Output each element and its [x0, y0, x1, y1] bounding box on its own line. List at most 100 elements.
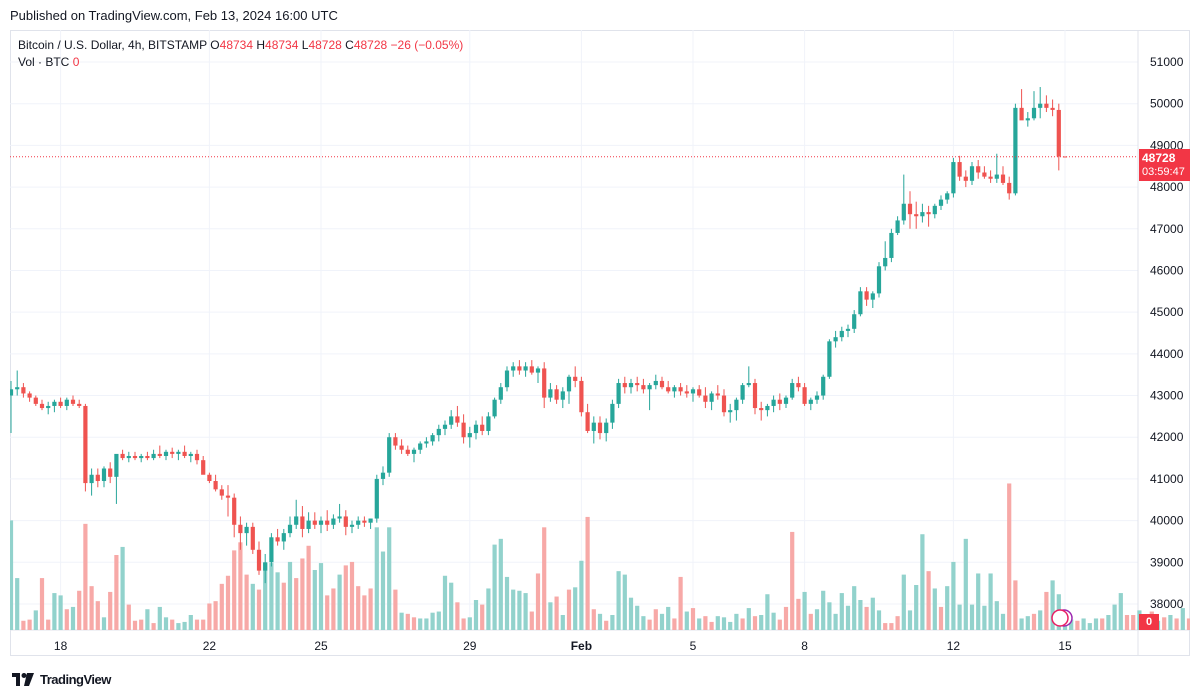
- candle-body: [157, 453, 162, 456]
- event-flag-icon: [1051, 609, 1069, 627]
- candle-body: [374, 478, 379, 519]
- candle-body: [1031, 107, 1037, 119]
- candle-body: [554, 389, 559, 400]
- candle-body: [473, 424, 479, 434]
- candle-body: [622, 383, 627, 388]
- candle-body: [46, 405, 51, 409]
- x-tick-label: 12: [947, 639, 961, 653]
- volume-bar: [294, 578, 299, 630]
- candle-body: [52, 401, 57, 406]
- candle-body: [895, 220, 900, 233]
- volume-label[interactable]: Vol · BTC: [18, 55, 70, 69]
- volume-bar: [759, 615, 764, 630]
- volume-bar: [461, 618, 466, 630]
- volume-bar: [746, 608, 751, 630]
- candle-body: [889, 232, 894, 258]
- symbol-name[interactable]: Bitcoin / U.S. Dollar, 4h, BITSTAMP: [18, 38, 207, 52]
- candle-body: [70, 399, 76, 404]
- volume-bar: [802, 591, 807, 630]
- candle-body: [529, 366, 534, 373]
- candle-body: [610, 403, 615, 423]
- price-chart[interactable]: 38000 39000 40000 41000 42000 43000 44000 45000…: [10, 30, 1190, 656]
- volume-bar: [721, 617, 727, 630]
- volume-bar: [672, 618, 677, 630]
- candle-body: [1019, 107, 1024, 121]
- volume-bar: [554, 596, 559, 630]
- candle-body: [963, 176, 968, 181]
- y-tick-label: 40000: [1150, 514, 1184, 528]
- volume-bar: [232, 550, 237, 630]
- volume-bar: [39, 578, 45, 630]
- volume-bar: [504, 576, 510, 630]
- y-tick-label: 39000: [1150, 555, 1184, 569]
- volume-bar: [932, 588, 937, 630]
- candle-body: [151, 453, 156, 459]
- candle-body: [58, 401, 63, 406]
- candle-body: [145, 455, 150, 459]
- volume-bar: [728, 621, 733, 630]
- high-label: H: [256, 38, 266, 52]
- volume-bar: [635, 605, 640, 630]
- volume-bar: [126, 604, 131, 630]
- candle-body: [951, 162, 956, 194]
- candle-body: [982, 172, 987, 177]
- candle-body: [523, 366, 528, 371]
- candle-body: [27, 393, 32, 398]
- x-tick-label: 15: [1058, 639, 1072, 653]
- candle-body: [132, 455, 138, 459]
- volume-bar: [15, 578, 20, 630]
- candle-body: [957, 162, 962, 177]
- volume-bar: [244, 574, 249, 630]
- candle-body: [95, 474, 100, 482]
- change-value: −26 (−0.05%): [390, 38, 464, 52]
- candle-body: [883, 257, 888, 267]
- candle-body: [777, 399, 782, 404]
- volume-bar: [870, 597, 875, 630]
- volume-bar: [734, 613, 739, 630]
- candle-body: [244, 526, 249, 534]
- candle-body: [771, 399, 776, 406]
- candle-body: [275, 537, 280, 542]
- volume-bar: [387, 527, 392, 630]
- candle-body: [709, 393, 714, 402]
- volume-bar: [907, 610, 913, 630]
- candle-body: [77, 403, 82, 406]
- candle-body: [430, 435, 435, 442]
- candle-body: [591, 422, 596, 431]
- candle-body: [858, 291, 863, 315]
- volume-bar: [58, 595, 63, 630]
- volume-bar: [1186, 618, 1190, 630]
- candle-body: [870, 293, 875, 300]
- candle-body: [1007, 182, 1012, 194]
- volume-bar: [963, 538, 968, 630]
- published-note: Published on TradingView.com, Feb 13, 20…: [10, 8, 338, 23]
- candle-body: [994, 174, 999, 179]
- y-tick-label: 38000: [1150, 597, 1184, 611]
- volume-bar: [1050, 580, 1055, 630]
- footer: TradingView: [12, 672, 111, 687]
- volume-bar: [616, 571, 621, 630]
- candle-body: [362, 520, 367, 523]
- volume-bar: [982, 605, 987, 630]
- candle-body: [517, 366, 522, 371]
- candle-body: [207, 474, 212, 482]
- chart-frame: [10, 30, 1190, 656]
- open-label: O: [210, 38, 220, 52]
- volume-bar: [1131, 615, 1136, 630]
- candle-body: [697, 389, 702, 396]
- candle-body: [684, 391, 689, 394]
- candle-body: [1013, 107, 1018, 194]
- candle-body: [387, 437, 392, 473]
- candle-body: [126, 455, 131, 459]
- volume-bar: [523, 593, 528, 630]
- volume-bar: [666, 606, 671, 630]
- volume-bar: [70, 606, 76, 630]
- candle-body: [269, 537, 274, 563]
- volume-bar: [207, 603, 212, 630]
- y-tick-label: 45000: [1150, 305, 1184, 319]
- volume-bar: [1019, 618, 1024, 630]
- volume-bar: [176, 623, 181, 630]
- volume-bar: [659, 613, 665, 630]
- candle-body: [114, 453, 119, 477]
- candle-body: [176, 451, 181, 454]
